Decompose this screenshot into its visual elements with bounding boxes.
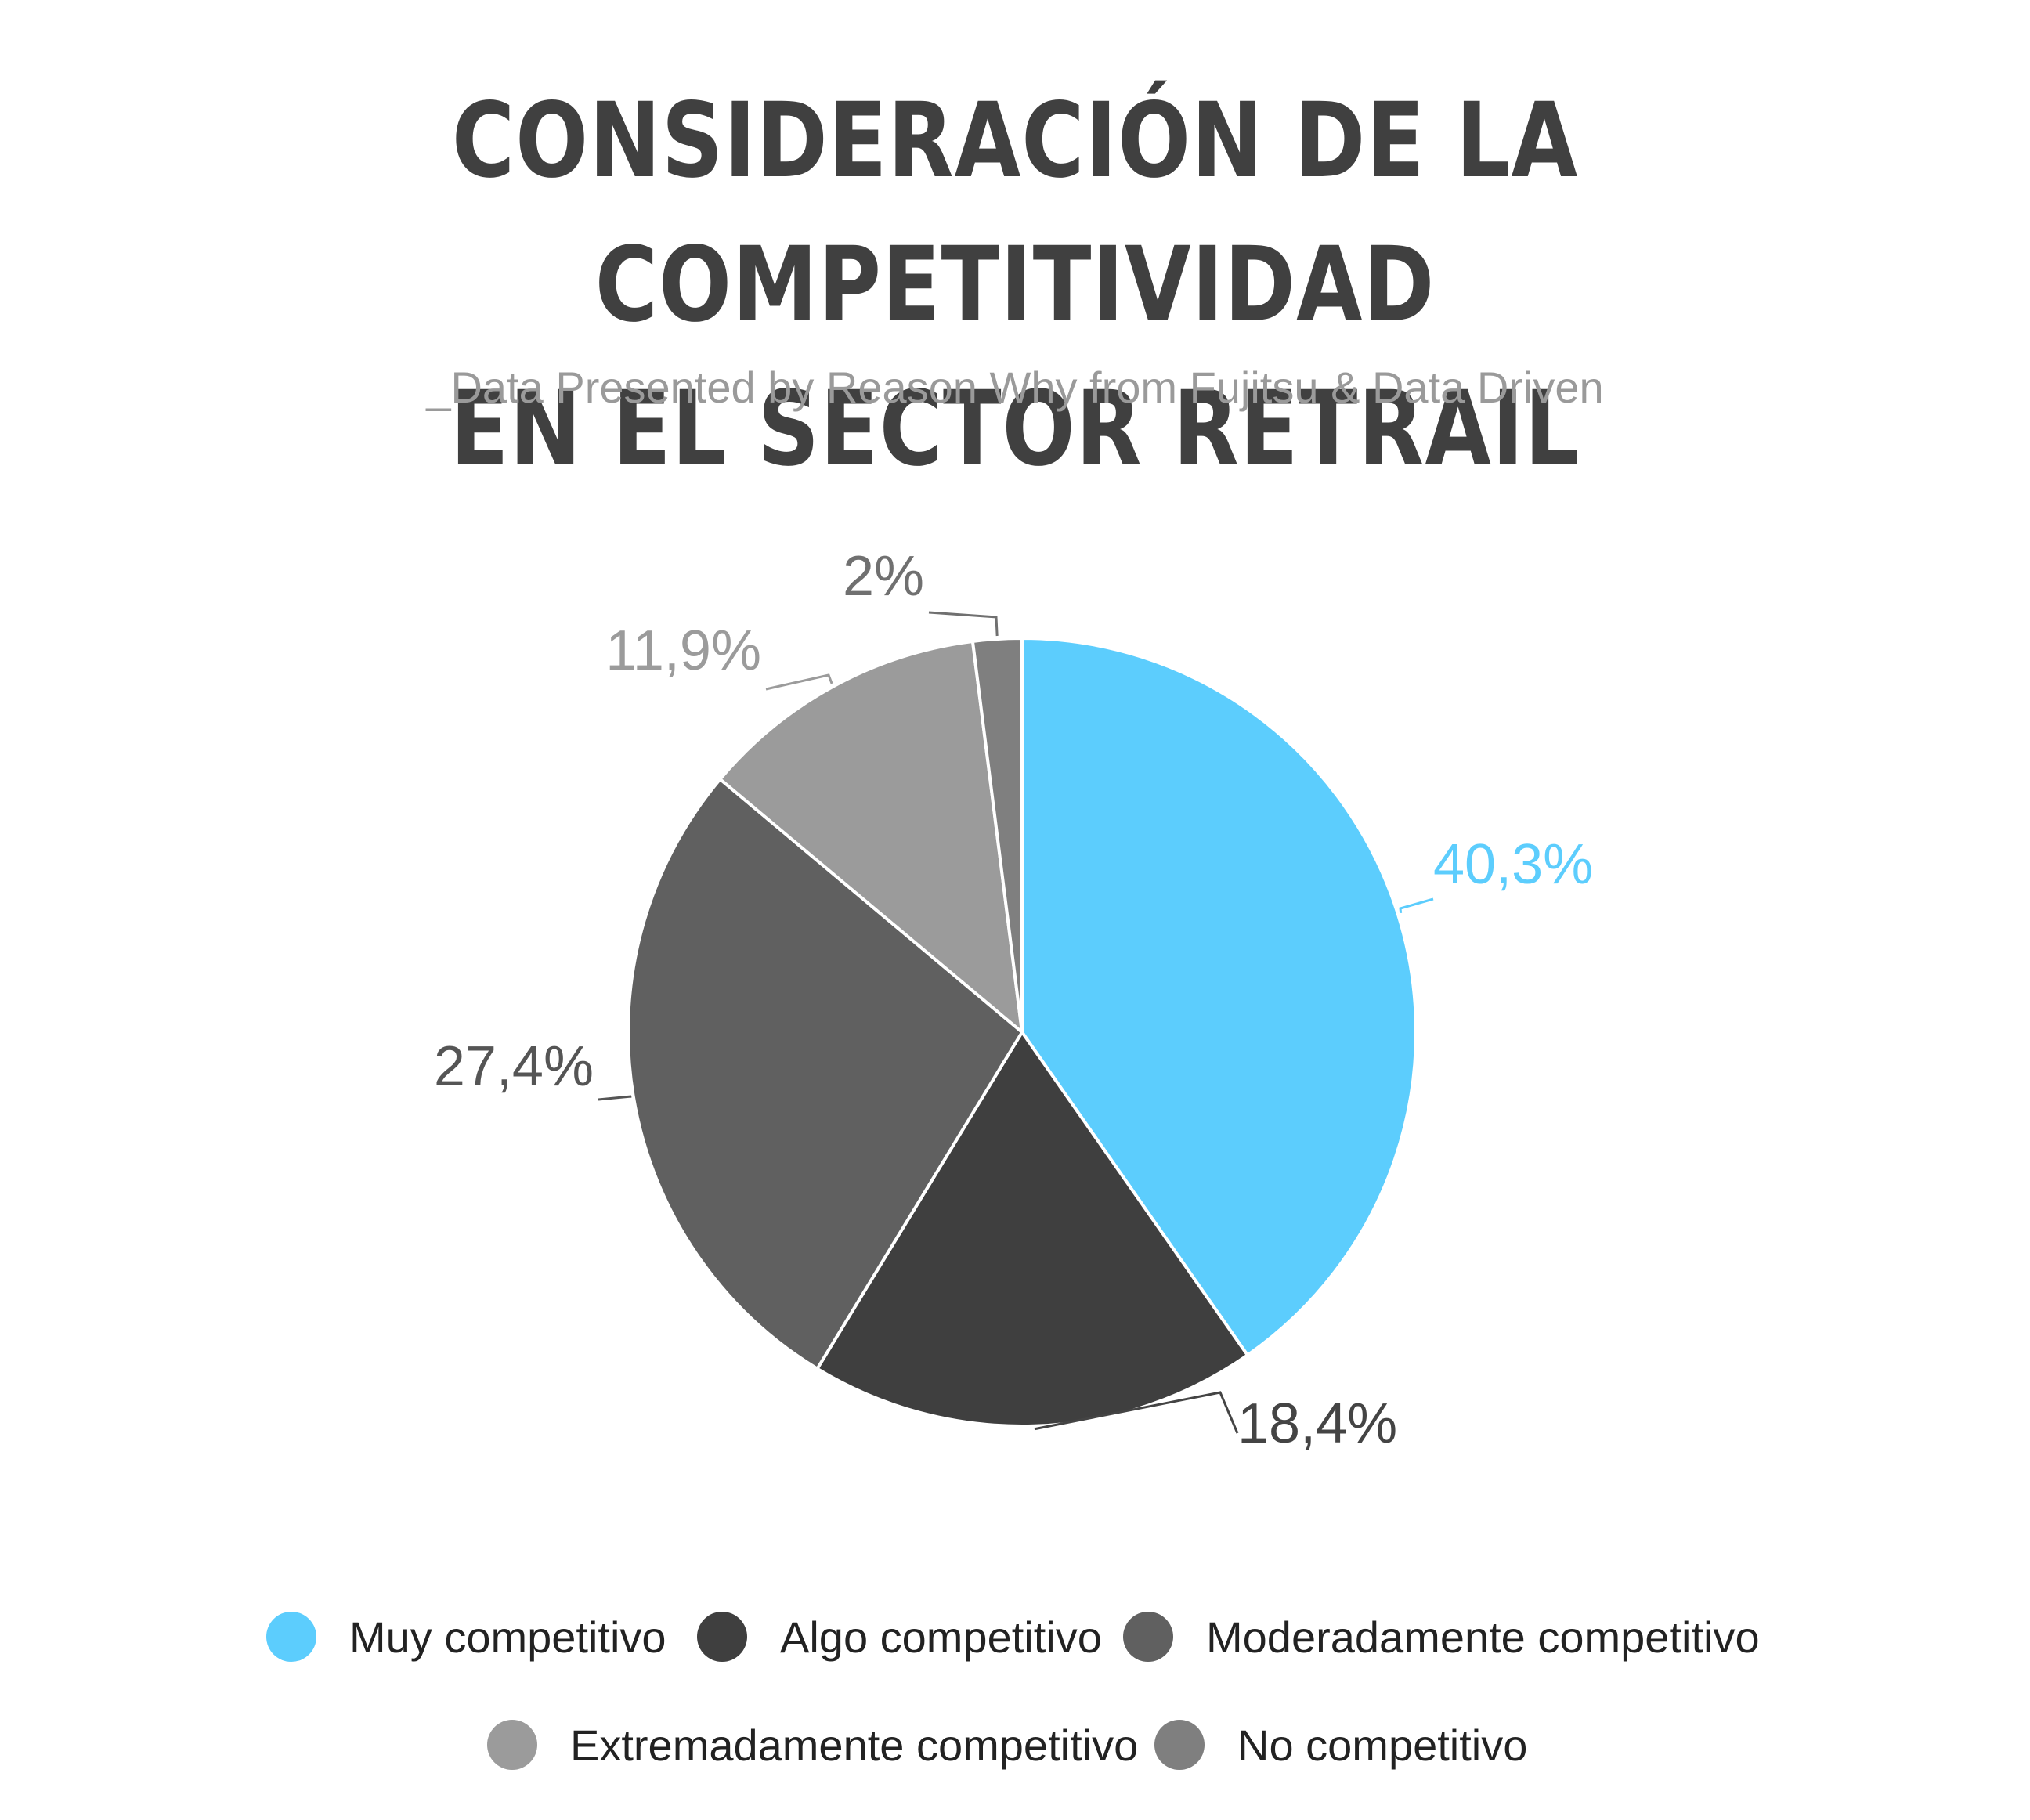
legend-item-algo-competitivo: Algo competitivo xyxy=(697,1602,1102,1672)
legend-label-extremadamente-competitivo: Extremadamente competitivo xyxy=(570,1720,1139,1770)
data-label-moderadamente-competitivo: 27,4% xyxy=(434,1035,594,1098)
pie-slice-extremadamente-competitivo xyxy=(717,639,1024,1036)
leader-line-extremadamente-competitivo xyxy=(765,673,833,691)
data-label-no-competitivo: 2% xyxy=(843,545,924,608)
legend-swatch-extremadamente-competitivo xyxy=(487,1720,537,1770)
legend-label-muy-competitivo: Muy competitivo xyxy=(349,1612,666,1662)
chart-title: CONSIDERACIÓN DE LA COMPETITIVIDAD EN EL… xyxy=(172,69,1857,501)
leader-line-muy-competitivo xyxy=(1399,897,1434,914)
legend-swatch-muy-competitivo xyxy=(266,1612,316,1662)
legend-label-algo-competitivo: Algo competitivo xyxy=(780,1612,1102,1662)
pie-slice-no-competitivo xyxy=(970,636,1024,1033)
legend-item-muy-competitivo: Muy competitivo xyxy=(266,1602,666,1672)
leader-line-algo-competitivo xyxy=(1034,1391,1239,1434)
chart-subtitle: _Data Presented by Reason Why from Fujit… xyxy=(426,363,1604,412)
data-label-algo-competitivo: 18,4% xyxy=(1237,1392,1397,1455)
legend-item-moderadamente-competitivo: Moderadamente competitivo xyxy=(1123,1602,1760,1672)
pie-slice-moderadamente-competitivo xyxy=(627,777,1024,1371)
chart-title-line-2: EN EL SECTOR RETRAIL xyxy=(450,369,1580,489)
data-label-muy-competitivo: 40,3% xyxy=(1433,833,1593,896)
leader-line-no-competitivo xyxy=(928,611,999,637)
legend-swatch-moderadamente-competitivo xyxy=(1123,1612,1173,1662)
leader-line-moderadamente-competitivo xyxy=(598,1095,632,1101)
legend-swatch-no-competitivo xyxy=(1154,1720,1205,1770)
pie-slice-algo-competitivo xyxy=(815,1029,1250,1428)
legend-item-no-competitivo: No competitivo xyxy=(1154,1710,1527,1780)
legend-row-2: Extremadamente competitivo No competitiv… xyxy=(0,1710,2030,1780)
legend-item-extremadamente-competitivo: Extremadamente competitivo xyxy=(487,1710,1138,1780)
legend-row-1: Muy competitivo Algo competitivo Moderad… xyxy=(0,1602,2030,1672)
chart-title-line-1: CONSIDERACIÓN DE LA COMPETITIVIDAD xyxy=(451,81,1579,345)
pie-slice-muy-competitivo xyxy=(1020,636,1418,1358)
legend-swatch-algo-competitivo xyxy=(697,1612,747,1662)
data-label-extremadamente-competitivo: 11,9% xyxy=(605,619,761,682)
legend-label-no-competitivo: No competitivo xyxy=(1237,1720,1528,1770)
legend-label-moderadamente-competitivo: Moderadamente competitivo xyxy=(1206,1612,1760,1662)
